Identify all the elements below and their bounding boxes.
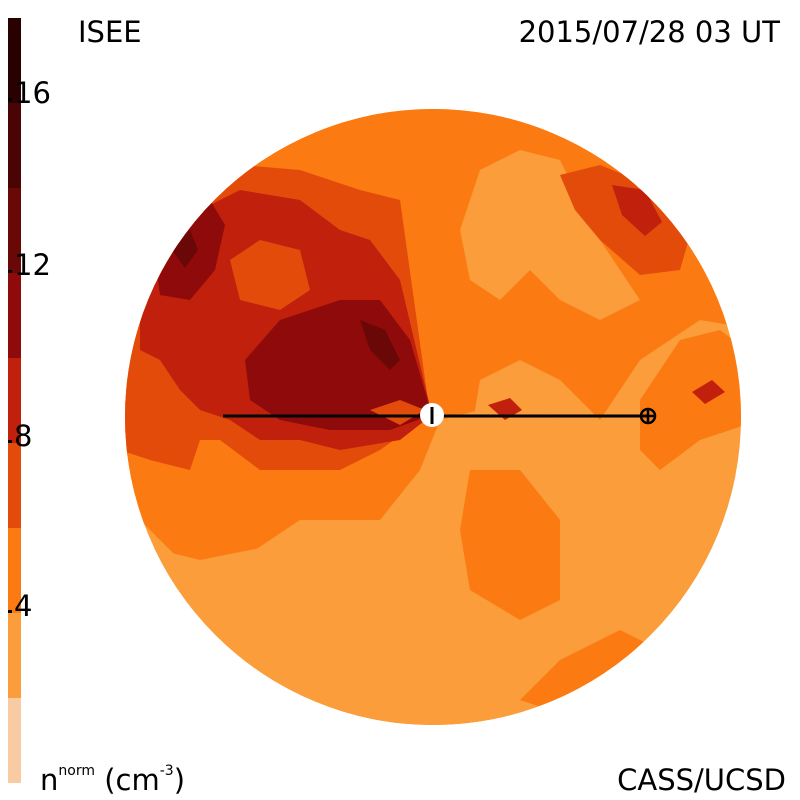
density-region [370, 400, 425, 425]
density-region [692, 380, 725, 404]
colorbar-segment [8, 443, 21, 528]
colorbar-segment [8, 613, 21, 698]
density-region [230, 240, 310, 310]
title-left: ISEE [78, 15, 142, 49]
density-region [612, 185, 662, 236]
unit-sup: norm [58, 763, 95, 779]
unit-base: n [40, 763, 59, 797]
colorbar-segment [8, 528, 21, 613]
colorbar-segment [8, 273, 21, 358]
density-region [360, 320, 400, 370]
colorbar-tick-mark [8, 98, 12, 101]
unit-rest: (cm [104, 763, 160, 797]
unit-exp: -3 [159, 763, 174, 779]
colorbar-tick-mark [8, 440, 12, 443]
colorbar-tick-label: 4 [14, 589, 33, 623]
colorbar-tick-label: 12 [14, 248, 51, 282]
unit-label: nnorm (cm-3) [40, 763, 186, 797]
colorbar [8, 18, 21, 783]
colorbar-tick-mark [8, 270, 12, 273]
colorbar-tick-label: 16 [14, 76, 51, 110]
title-right: 2015/07/28 03 UT [518, 15, 780, 49]
colorbar-tick-mark [8, 610, 12, 613]
colorbar-segment [8, 18, 21, 103]
colorbar-segment [8, 103, 21, 188]
density-region [640, 330, 741, 470]
colorbar-tick-label: 8 [14, 419, 33, 453]
unit-close: ) [173, 763, 186, 797]
density-region [460, 470, 560, 620]
colorbar-segment [8, 358, 21, 443]
colorbar-segment [8, 698, 21, 783]
credit-label: CASS/UCSD [617, 763, 786, 797]
colorbar-segment [8, 188, 21, 273]
density-region [172, 230, 198, 268]
density-region [460, 150, 640, 320]
density-region [560, 165, 690, 275]
